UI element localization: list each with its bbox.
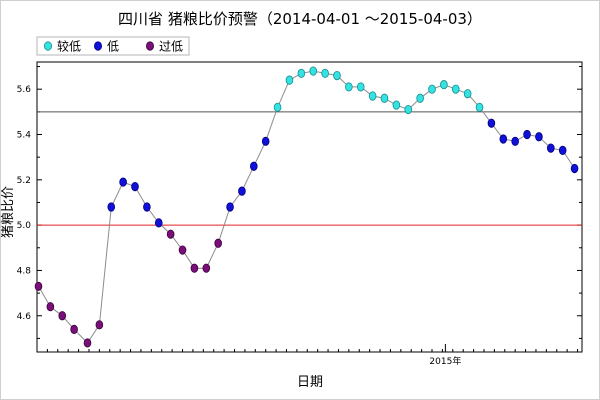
data-point: [226, 202, 234, 212]
legend-marker: [94, 41, 103, 51]
data-point: [297, 68, 306, 78]
legend-marker: [145, 41, 154, 51]
x-axis-title: 日期: [297, 375, 323, 390]
y-tick-label: 5.4: [17, 131, 32, 141]
data-point: [95, 320, 104, 330]
legend-label: 过低: [159, 40, 183, 54]
data-point: [511, 136, 519, 146]
data-point: [34, 281, 43, 291]
data-point: [475, 102, 484, 112]
data-point: [166, 229, 175, 239]
data-point: [154, 218, 163, 228]
data-point: [416, 93, 424, 103]
chart-title: 四川省 猪粮比价预警（2014-04-01 ～2015-04-03）: [118, 10, 482, 28]
plot-area: [36, 61, 583, 353]
data-point: [285, 75, 294, 85]
data-point: [333, 70, 341, 81]
data-point: [535, 132, 543, 142]
data-point: [250, 161, 258, 171]
data-point: [321, 68, 329, 78]
data-point: [440, 80, 448, 90]
data-point: [273, 102, 282, 112]
data-point: [190, 263, 199, 273]
data-point: [107, 202, 116, 212]
data-point: [487, 118, 496, 128]
legend: [36, 36, 190, 56]
legend-label: 较低: [57, 39, 81, 54]
y-tick-label: 4.6: [17, 312, 32, 322]
data-point: [83, 338, 92, 348]
data-point: [309, 66, 318, 76]
y-tick-label: 5.6: [17, 85, 32, 95]
data-point: [70, 324, 78, 334]
y-tick-label: 5.0: [17, 221, 32, 231]
data-point: [58, 311, 67, 321]
data-point: [523, 129, 531, 140]
data-point: [428, 84, 436, 94]
data-point: [463, 89, 472, 99]
y-axis-title: 猪粮比价: [1, 186, 16, 238]
data-point: [46, 302, 55, 312]
data-point: [131, 182, 139, 192]
data-layer: 4.6 4.8 5.0 5.2 5.4 5.6 2015年 较低 低 过低: [17, 39, 582, 367]
data-point: [547, 143, 555, 153]
data-point: [345, 82, 353, 92]
data-point: [238, 186, 246, 196]
data-point: [261, 136, 270, 146]
data-point: [380, 93, 389, 103]
data-point: [214, 238, 222, 248]
data-point: [404, 104, 413, 115]
series-line: [38, 70, 576, 344]
data-point: [558, 145, 567, 155]
data-point: [499, 134, 508, 144]
y-tick-label: 5.2: [17, 176, 31, 186]
data-point: [368, 91, 377, 101]
data-point: [392, 100, 401, 110]
data-point: [451, 84, 460, 94]
data-point: [143, 202, 151, 212]
data-point: [202, 263, 211, 273]
legend-marker: [44, 41, 53, 51]
y-tick-label: 4.8: [17, 266, 32, 276]
x-tick-label: 2015年: [429, 355, 461, 367]
legend-label: 低: [107, 40, 119, 54]
data-point: [178, 245, 187, 255]
data-point: [356, 82, 365, 92]
data-point: [119, 177, 127, 187]
data-point: [570, 163, 579, 174]
